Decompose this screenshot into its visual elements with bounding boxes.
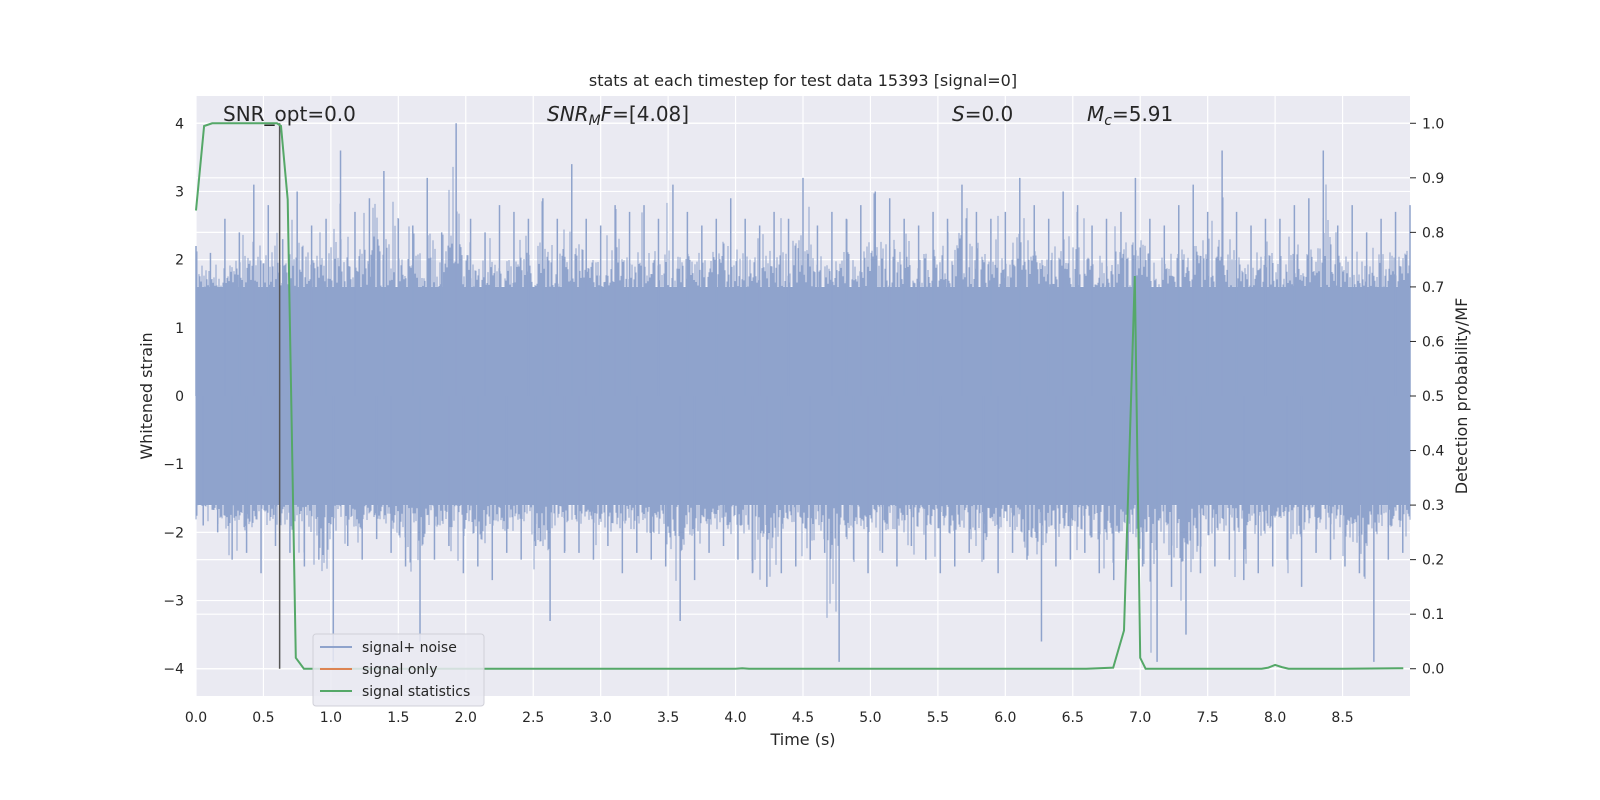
y-right-tick-label-9: 0.1 [1422,607,1444,623]
annotation-s-symbol: S [952,102,965,126]
y-right-tick-label-2: 0.8 [1422,225,1444,241]
annotation-mc-symbol: M [1087,102,1104,126]
y-left-tick-label-0: 4 [175,116,184,132]
legend-box [312,633,485,707]
y-right-tick-label-3: 0.7 [1422,280,1444,296]
y-left-tick-label-2: 2 [175,253,184,269]
x-tick-label-0: 0.0 [185,710,207,726]
y-left-tick-label-8: −4 [163,662,184,678]
x-tick-label-8: 4.0 [724,710,746,726]
annotation-mc: Mc=5.91 [1087,102,1173,129]
x-tick-label-2: 1.0 [320,710,342,726]
series-signal-statistics [195,122,1404,670]
x-tick-label-13: 6.5 [1062,710,1084,726]
x-tick-label-7: 3.5 [657,710,679,726]
legend-label-signal-only: signal only [362,662,437,678]
y-right-tick-label-5: 0.5 [1422,389,1444,405]
y-left-tick-label-5: −1 [163,457,184,473]
x-tick-label-9: 4.5 [792,710,814,726]
legend-label-signal-noise: signal+ noise [362,640,457,656]
x-tick-label-17: 8.5 [1331,710,1353,726]
annotation-snr-mf-symbol: SNR [547,102,589,126]
annotation-mc-value: =5.91 [1112,102,1173,126]
x-tick-label-12: 6.0 [994,710,1016,726]
annotation-snr-opt: SNR_opt=0.0 [223,102,356,126]
x-axis-label: Time (s) [769,730,835,749]
y-right-tick-label-8: 0.2 [1422,553,1444,569]
x-tick-label-16: 8.0 [1264,710,1286,726]
annotation-mc-subscript: c [1104,113,1112,129]
x-tick-label-5: 2.5 [522,710,544,726]
annotation-s-value: =0.0 [965,102,1014,126]
x-axis-ticks: 0.0 0.5 1.0 1.5 2.0 2.5 3.0 3.5 4.0 4.5 5.0 5.5 6.0 6… [185,710,1354,726]
annotation-snr-mf-subscript: M [589,113,601,129]
y-right-tick-label-0: 1.0 [1422,116,1444,132]
y-left-axis-label: Whitened strain [137,332,156,459]
chart-title: stats at each timestep for test data 153… [589,71,1017,90]
x-tick-label-6: 3.0 [590,710,612,726]
y-right-tick-label-6: 0.4 [1422,444,1444,460]
x-tick-label-14: 7.0 [1129,710,1151,726]
x-tick-label-15: 7.5 [1197,710,1219,726]
y-left-tick-label-7: −3 [163,594,184,610]
y-left-tick-label-6: −2 [163,525,184,541]
y-left-tick-label-4: 0 [175,389,184,405]
y-left-axis-ticks: 4 3 2 1 0 −1 −2 −3 −4 [163,116,184,677]
annotation-snr-mf: SNRMF=[4.08] [547,102,689,129]
y-right-axis-label: Detection probability/MF [1452,298,1471,495]
y-right-tick-label-4: 0.6 [1422,334,1444,350]
legend-label-signal-statistics: signal statistics [362,684,470,700]
annotation-snr-mf-value: =[4.08] [612,102,689,126]
x-tick-label-11: 5.5 [927,710,949,726]
x-tick-label-3: 1.5 [387,710,409,726]
legend: signal+ noise signal only signal statist… [312,633,485,707]
annotation-s: S=0.0 [952,102,1013,126]
annotation-snr-mf-symbol-f: F [601,102,613,126]
y-right-axis-ticks: 1.0 0.9 0.8 0.7 0.6 0.5 0.4 0.3 0.2 0.1 0.0 [1410,116,1444,678]
x-tick-label-4: 2.0 [455,710,477,726]
y-right-tick-label-1: 0.9 [1422,171,1444,187]
series-signal-noise [195,123,1411,662]
x-tick-label-1: 0.5 [252,710,274,726]
x-tick-label-10: 5.0 [859,710,881,726]
y-right-tick-label-7: 0.3 [1422,498,1444,514]
y-left-tick-label-3: 1 [175,321,184,337]
y-right-tick-label-10: 0.0 [1422,662,1444,678]
y-left-tick-label-1: 3 [175,184,184,200]
